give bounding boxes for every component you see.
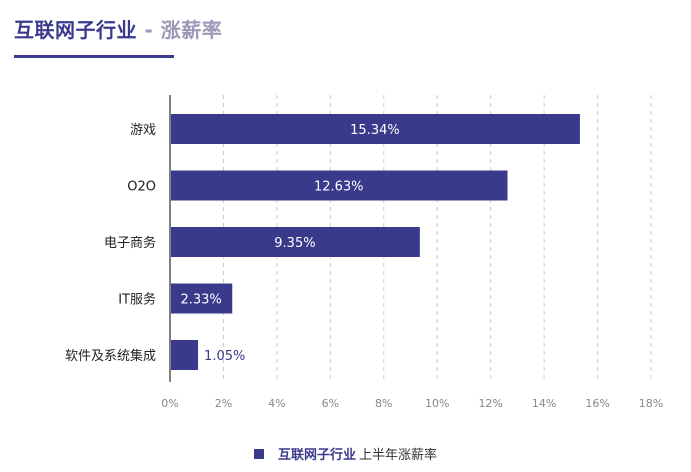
category-label: O2O bbox=[127, 180, 156, 195]
bar bbox=[170, 340, 199, 370]
x-tick-label: 0% bbox=[161, 397, 178, 410]
title-underline bbox=[14, 55, 174, 58]
category-label: 电子商务 bbox=[104, 235, 156, 251]
legend: 互联网子行业 上半年涨薪率 bbox=[0, 444, 691, 463]
x-tick-label: 8% bbox=[375, 397, 392, 410]
legend-series-label: 互联网子行业 bbox=[277, 448, 356, 463]
chart-title: 互联网子行业 - 涨薪率 bbox=[14, 14, 222, 43]
bar bbox=[170, 227, 420, 257]
title-main: 互联网子行业 bbox=[14, 18, 137, 42]
x-tick-label: 14% bbox=[532, 397, 556, 410]
bar-value-label: 15.34% bbox=[350, 123, 400, 138]
title-sub: 涨薪率 bbox=[160, 18, 223, 42]
x-tick-label: 10% bbox=[425, 397, 449, 410]
category-label: 软件及系统集成 bbox=[65, 348, 156, 364]
bar bbox=[170, 114, 580, 144]
x-tick-label: 6% bbox=[322, 397, 339, 410]
x-tick-label: 2% bbox=[215, 397, 232, 410]
bar-value-label: 9.35% bbox=[274, 236, 315, 251]
x-tick-label: 12% bbox=[478, 397, 502, 410]
bar-chart: 15.34% 游戏 12.63% O2O 9.35% 电子商务 2.33% IT服务 1.05%… bbox=[65, 95, 663, 410]
x-tick-label: 16% bbox=[585, 397, 609, 410]
category-label: 游戏 bbox=[130, 123, 156, 138]
legend-suffix: 上半年涨薪率 bbox=[359, 448, 438, 463]
x-tick-label: 18% bbox=[639, 397, 663, 410]
bar bbox=[170, 283, 233, 314]
bar-value-label: 2.33% bbox=[180, 293, 221, 308]
bar-value-label: 1.05% bbox=[204, 349, 245, 364]
title-separator: - bbox=[137, 18, 161, 42]
category-label: IT服务 bbox=[118, 292, 156, 308]
bar-value-label: 12.63% bbox=[314, 180, 364, 195]
bar bbox=[170, 170, 508, 201]
x-tick-label: 4% bbox=[268, 397, 285, 410]
legend-swatch bbox=[253, 448, 264, 459]
